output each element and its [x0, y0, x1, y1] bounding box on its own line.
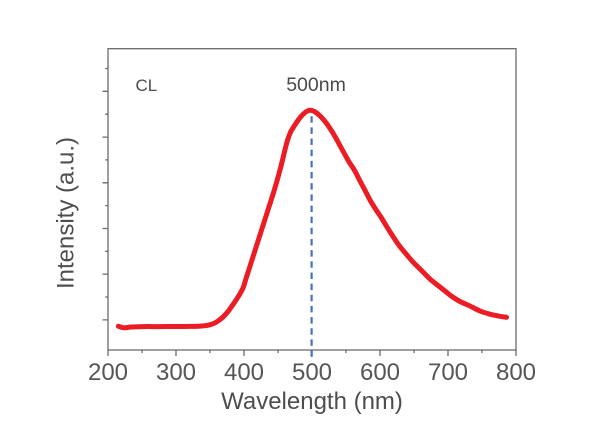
- svg-text:600: 600: [360, 359, 400, 386]
- svg-text:500: 500: [292, 359, 332, 386]
- svg-text:Intensity (a.u.): Intensity (a.u.): [53, 137, 80, 289]
- svg-text:800: 800: [496, 359, 536, 386]
- svg-text:500nm: 500nm: [286, 74, 346, 96]
- svg-text:300: 300: [156, 359, 196, 386]
- svg-text:200: 200: [88, 359, 128, 386]
- svg-text:CL: CL: [136, 76, 158, 95]
- svg-text:Wavelength (nm): Wavelength (nm): [221, 388, 403, 415]
- svg-text:400: 400: [224, 359, 264, 386]
- svg-text:700: 700: [428, 359, 468, 386]
